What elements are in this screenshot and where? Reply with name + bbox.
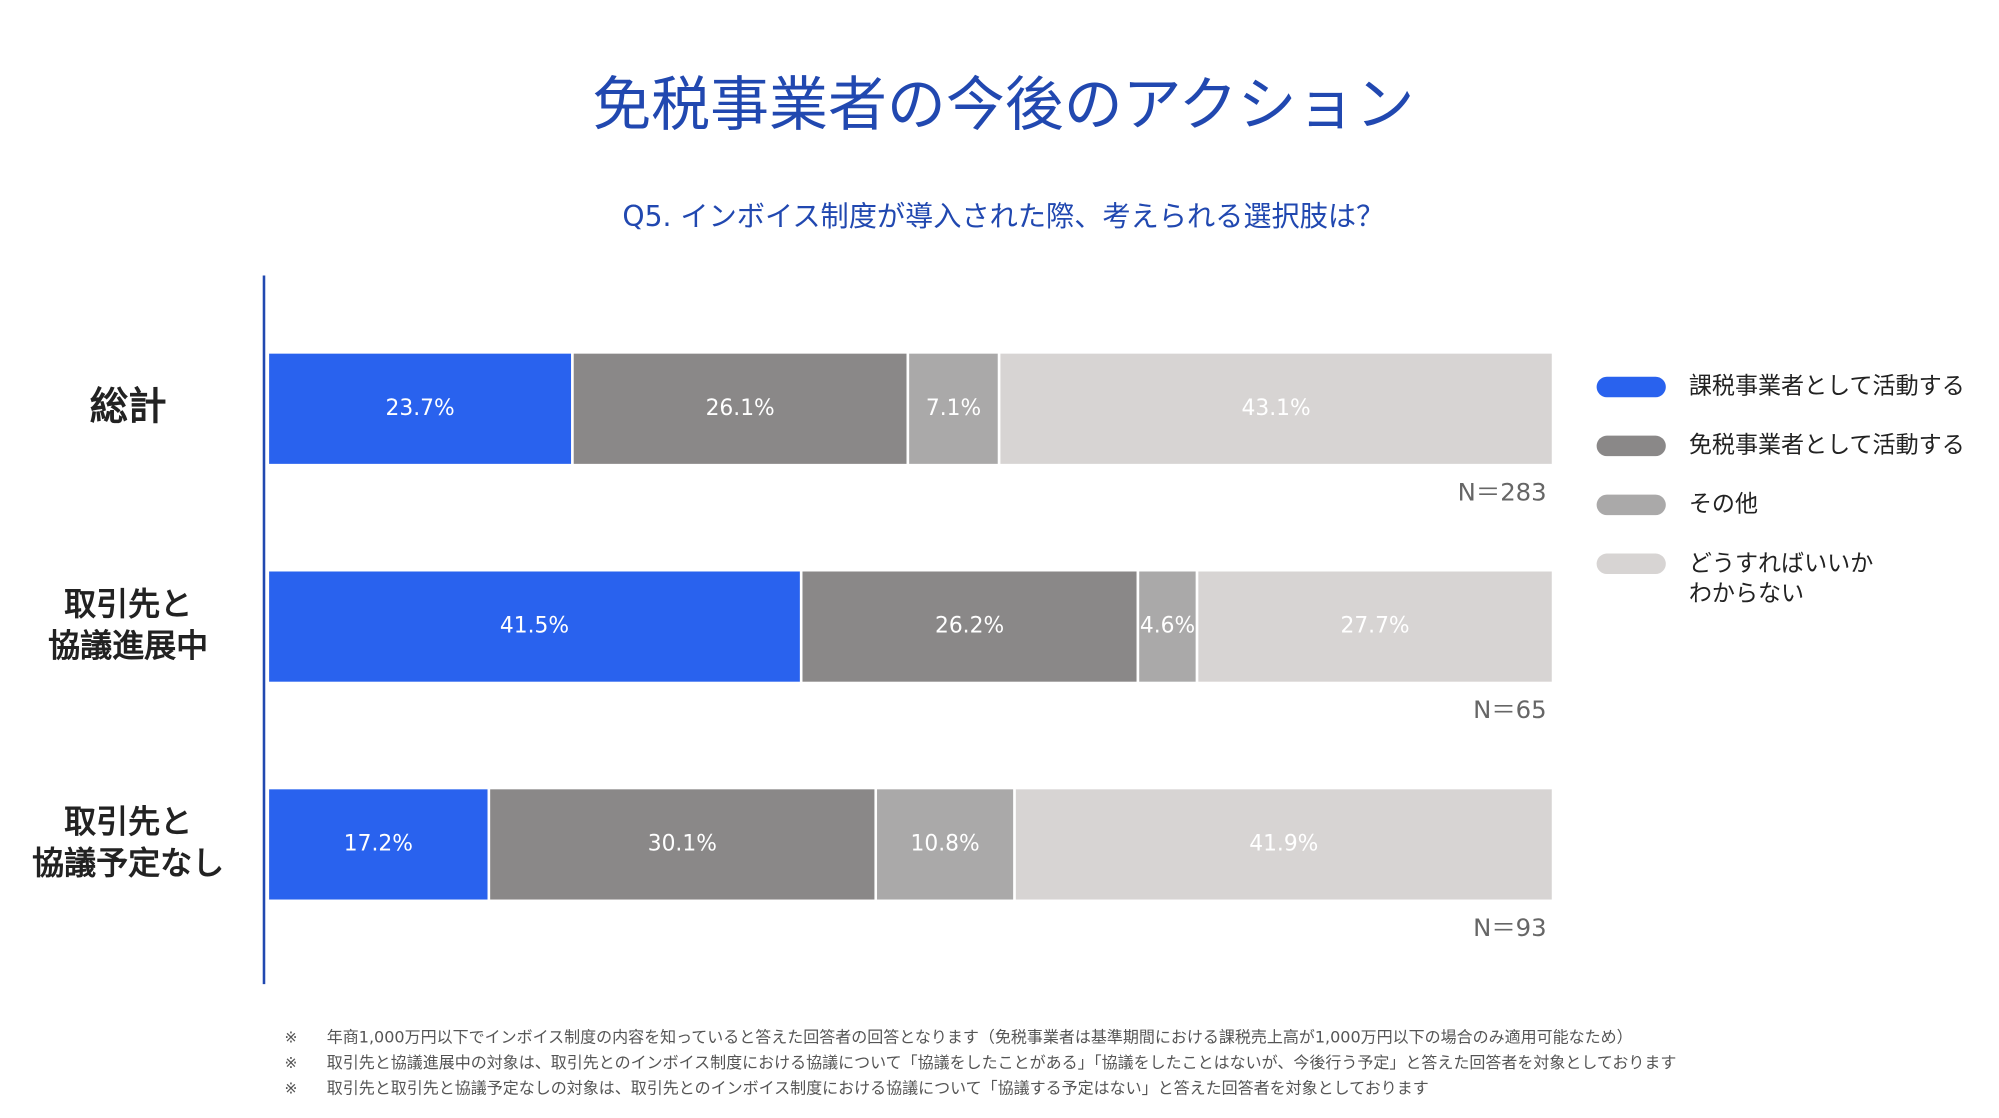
value-label: 27.7% xyxy=(1340,614,1409,639)
bar-segment xyxy=(799,568,1140,685)
legend-swatch xyxy=(1596,435,1666,457)
footnote: 取引先と協議進展中の対象は、取引先とのインボイス制度における協議について「協議を… xyxy=(327,1053,1677,1072)
value-label: 23.7% xyxy=(386,396,455,421)
bar-segment xyxy=(571,351,910,467)
legend-label: 課税事業者として活動する xyxy=(1689,373,1965,399)
value-label: 10.8% xyxy=(911,831,980,856)
bar-segment xyxy=(997,351,1555,467)
legend-label: 免税事業者として活動する xyxy=(1689,432,1965,458)
value-label: 4.6% xyxy=(1140,614,1195,639)
legend-swatch xyxy=(1596,553,1666,575)
legend-label: どうすればいいかわからない xyxy=(1689,551,1873,607)
legend-label: その他 xyxy=(1689,491,1758,517)
bar-segment xyxy=(1195,568,1555,685)
bar-segment xyxy=(906,351,1001,467)
value-label: 41.9% xyxy=(1249,831,1318,856)
chart-subtitle: Q5. インボイス制度が導入された際、考えられる選択肢は？ xyxy=(622,200,1384,233)
category-label: 総計 xyxy=(90,384,167,429)
value-label: 43.1% xyxy=(1242,396,1311,421)
bar-segment xyxy=(487,786,878,903)
footnote: 年商1,000万円以下でインボイス制度の内容を知っていると答えた回答者の回答とな… xyxy=(327,1027,1633,1046)
footnote: 取引先と取引先と協議予定なしの対象は、取引先とのインボイス制度における協議につい… xyxy=(327,1079,1429,1098)
legend-swatch xyxy=(1596,376,1666,398)
category-label: 取引先と協議進展中 xyxy=(48,585,208,665)
category-label: 取引先と協議予定なし xyxy=(32,803,224,883)
value-label: 7.1% xyxy=(926,396,981,421)
value-label: 26.2% xyxy=(935,614,1004,639)
footnote-mark: ※ xyxy=(284,1054,297,1072)
footnote-mark: ※ xyxy=(284,1080,297,1098)
value-label: 41.5% xyxy=(500,614,569,639)
bar-segment xyxy=(1013,786,1555,903)
value-label: 26.1% xyxy=(706,396,775,421)
bar-segment xyxy=(266,786,491,903)
sample-size: N＝283 xyxy=(1458,477,1547,506)
sample-size: N＝93 xyxy=(1473,913,1546,942)
value-label: 30.1% xyxy=(648,831,717,856)
bar-segment xyxy=(874,786,1016,903)
value-label: 17.2% xyxy=(344,831,413,856)
chart-title: 免税事業者の今後のアクション xyxy=(592,70,1414,139)
legend-swatch xyxy=(1596,494,1666,516)
sample-size: N＝65 xyxy=(1473,695,1546,724)
footnote-mark: ※ xyxy=(284,1028,297,1046)
